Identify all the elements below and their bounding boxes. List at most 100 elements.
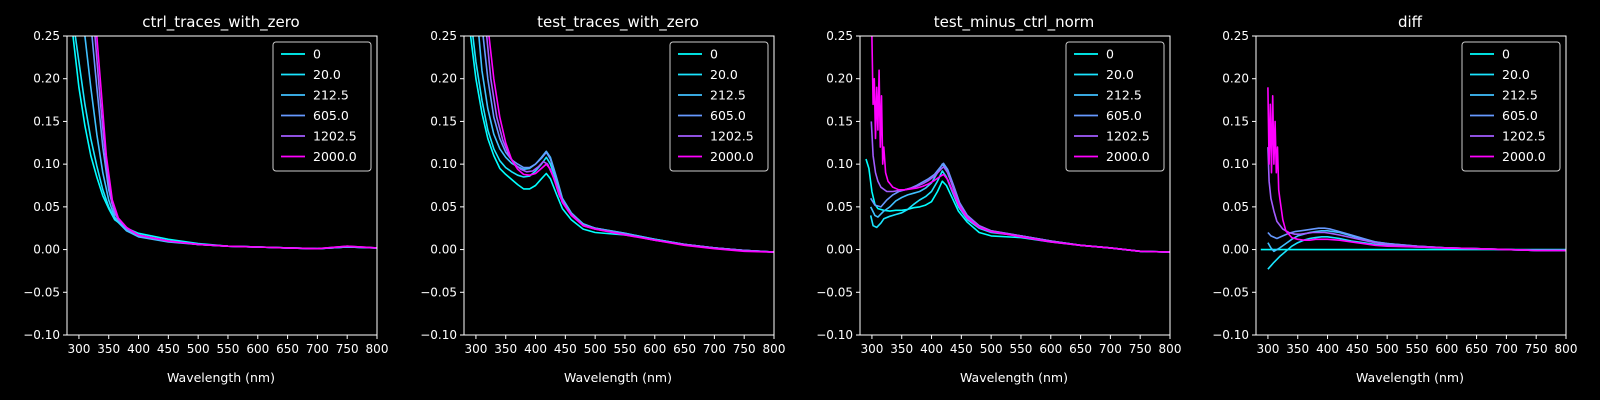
legend-label: 20.0 xyxy=(710,67,738,82)
y-tick-label: 0.15 xyxy=(826,114,853,128)
y-tick-label: 0.10 xyxy=(826,157,853,171)
legend-item: 20.0 xyxy=(678,67,738,82)
series-line-2000-0 xyxy=(1267,87,1566,252)
legend-item: 1202.5 xyxy=(678,129,754,144)
legend-label: 20.0 xyxy=(313,67,341,82)
x-tick-label: 650 xyxy=(673,342,696,356)
chart-panel-test-minus-ctrl: test_minus_ctrl_norm 300 350 400 450 500 550 6… xyxy=(816,13,1181,385)
x-tick-label: 550 xyxy=(1010,342,1033,356)
x-tick-label: 350 xyxy=(890,342,913,356)
legend-label: 2000.0 xyxy=(1502,149,1546,164)
legend-label: 1202.5 xyxy=(1106,129,1150,144)
y-tick-label: −0.05 xyxy=(23,285,60,299)
legend-label: 0 xyxy=(710,47,718,62)
x-tick-label: 650 xyxy=(1465,342,1488,356)
legend-item: 20.0 xyxy=(1074,67,1134,82)
x-tick-label: 800 xyxy=(763,342,786,356)
x-tick-label: 600 xyxy=(246,342,269,356)
series-group xyxy=(1260,87,1566,270)
legend-label: 0 xyxy=(1502,47,1510,62)
x-tick-label: 800 xyxy=(1555,342,1578,356)
series-group xyxy=(469,36,774,253)
legend-label: 1202.5 xyxy=(710,129,754,144)
x-tick-label: 750 xyxy=(1525,342,1548,356)
x-tick-label: 500 xyxy=(1376,342,1399,356)
x-tick-label: 600 xyxy=(1039,342,1062,356)
y-tick-label: 0.05 xyxy=(430,200,457,214)
legend-item: 0 xyxy=(678,47,718,62)
x-tick-label: 750 xyxy=(733,342,756,356)
chart-panel-test: test_traces_with_zero 300 350 400 450 500 550… xyxy=(420,13,785,385)
legend-label: 212.5 xyxy=(710,88,746,103)
legend-item: 0 xyxy=(1470,47,1510,62)
y-tick-label: 0.15 xyxy=(430,114,457,128)
y-tick-label: 0.25 xyxy=(1222,29,1249,43)
series-group xyxy=(865,36,1170,253)
legend-label: 212.5 xyxy=(1106,88,1142,103)
x-tick-label: 550 xyxy=(614,342,637,356)
y-tick-label: 0.05 xyxy=(826,200,853,214)
x-tick-label: 400 xyxy=(524,342,547,356)
legend-label: 605.0 xyxy=(313,108,349,123)
axes-frame xyxy=(859,35,1171,336)
plot-area: 300 350 400 450 500 550 600 650 700 750 800 −0.10 −0… xyxy=(420,29,785,356)
y-tick-label: 0.05 xyxy=(1222,200,1249,214)
x-tick-label: 300 xyxy=(1256,342,1279,356)
series-line-1202-5 xyxy=(870,121,1170,253)
x-axis-label: Wavelength (nm) xyxy=(1356,370,1464,385)
x-tick-label: 650 xyxy=(276,342,299,356)
legend-item: 212.5 xyxy=(678,88,746,103)
legend-label: 605.0 xyxy=(1106,108,1142,123)
chart-panel-diff: diff 300 350 400 450 500 550 600 650 700 750 800 −0… xyxy=(1212,13,1577,385)
y-tick-label: 0.25 xyxy=(826,29,853,43)
legend-label: 0 xyxy=(1106,47,1114,62)
x-tick-label: 450 xyxy=(157,342,180,356)
y-tick-label: 0.05 xyxy=(33,200,60,214)
x-tick-label: 600 xyxy=(1435,342,1458,356)
legend-item: 605.0 xyxy=(678,108,746,123)
axes-frame xyxy=(66,35,378,336)
y-tick-label: −0.10 xyxy=(420,328,457,342)
y-tick-label: 0.00 xyxy=(33,243,60,257)
x-tick-label: 550 xyxy=(217,342,240,356)
series-line-212-5 xyxy=(478,36,774,253)
y-tick-label: 0.20 xyxy=(430,72,457,86)
x-tick-label: 450 xyxy=(950,342,973,356)
series-line-2000-0 xyxy=(96,36,377,250)
legend-label: 20.0 xyxy=(1502,67,1530,82)
x-tick-label: 400 xyxy=(920,342,943,356)
legend-label: 20.0 xyxy=(1106,67,1134,82)
x-tick-label: 700 xyxy=(1495,342,1518,356)
x-tick-label: 550 xyxy=(1406,342,1429,356)
axes-frame xyxy=(1255,35,1567,336)
plot-area: 300 350 400 450 500 550 600 650 700 750 800 −0.10 −0… xyxy=(1212,29,1577,356)
legend-item: 605.0 xyxy=(281,108,349,123)
x-tick-label: 700 xyxy=(306,342,329,356)
legend-item: 2000.0 xyxy=(1470,149,1546,164)
y-tick-label: −0.10 xyxy=(1212,328,1249,342)
legend-item: 605.0 xyxy=(1470,108,1538,123)
legend-label: 2000.0 xyxy=(710,149,754,164)
x-tick-label: 350 xyxy=(1286,342,1309,356)
legend-item: 212.5 xyxy=(1470,88,1538,103)
chart-title: test_traces_with_zero xyxy=(537,13,699,32)
x-tick-label: 750 xyxy=(1129,342,1152,356)
legend-item: 0 xyxy=(281,47,321,62)
y-tick-label: −0.05 xyxy=(420,285,457,299)
chart-panel-ctrl: ctrl_traces_with_zero 300 350 400 450 500 550… xyxy=(23,13,388,385)
legend-label: 0 xyxy=(313,47,321,62)
y-tick-label: 0.25 xyxy=(33,29,60,43)
x-tick-label: 700 xyxy=(1099,342,1122,356)
y-tick-label: 0.00 xyxy=(430,243,457,257)
series-line-2000-0 xyxy=(871,36,1170,253)
x-tick-label: 450 xyxy=(554,342,577,356)
x-tick-label: 300 xyxy=(464,342,487,356)
legend-item: 212.5 xyxy=(1074,88,1142,103)
axes-frame xyxy=(463,35,775,336)
legend-item: 0 xyxy=(1074,47,1114,62)
legend-label: 2000.0 xyxy=(313,149,357,164)
y-tick-label: 0.15 xyxy=(33,114,60,128)
legend: 0 20.0 212.5 605.0 1202.5 2000.0 xyxy=(1065,41,1165,172)
